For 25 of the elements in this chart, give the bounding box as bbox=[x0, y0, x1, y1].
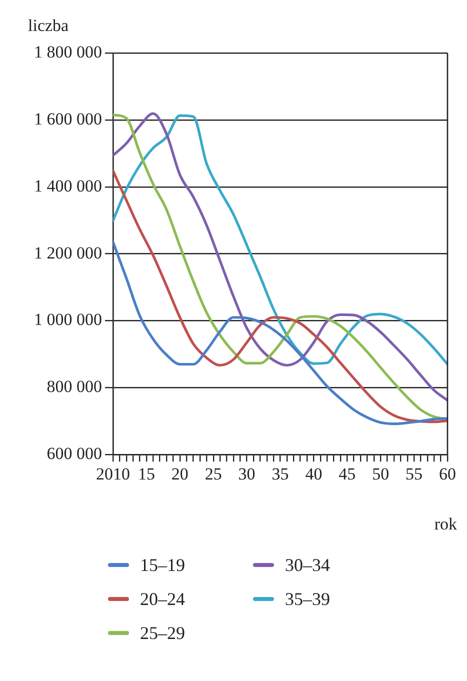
legend-label: 35–39 bbox=[285, 588, 330, 610]
y-tick-label: 1 800 000 bbox=[34, 42, 102, 62]
y-tick-label: 1 200 000 bbox=[34, 243, 102, 262]
x-tick-label: 30 bbox=[238, 464, 256, 484]
x-tick-label: 15 bbox=[138, 464, 155, 484]
y-tick-label: 600 000 bbox=[46, 444, 102, 464]
x-tick-label: 45 bbox=[338, 464, 356, 484]
legend-label: 20–24 bbox=[140, 588, 185, 610]
x-tick-label: 25 bbox=[204, 464, 222, 484]
legend-label: 30–34 bbox=[285, 554, 330, 576]
y-tick-label: 800 000 bbox=[46, 377, 102, 396]
y-tick-label: 1 400 000 bbox=[34, 176, 102, 196]
y-tick-label: 1 600 000 bbox=[34, 109, 102, 128]
y-axis-title: liczba bbox=[28, 16, 70, 35]
x-tick-label: 2010 bbox=[96, 464, 130, 484]
x-tick-label: 55 bbox=[406, 464, 423, 484]
x-axis-title: rok bbox=[434, 514, 458, 534]
x-tick-label: 60 bbox=[439, 464, 456, 484]
x-tick-label: 35 bbox=[272, 464, 289, 484]
legend-label: 15–19 bbox=[140, 554, 185, 576]
x-tick-label: 40 bbox=[305, 464, 322, 484]
y-tick-label: 1 000 000 bbox=[34, 310, 102, 330]
x-tick-label: 50 bbox=[372, 464, 390, 484]
x-tick-label: 20 bbox=[171, 464, 188, 484]
legend-label: 25–29 bbox=[140, 622, 185, 644]
